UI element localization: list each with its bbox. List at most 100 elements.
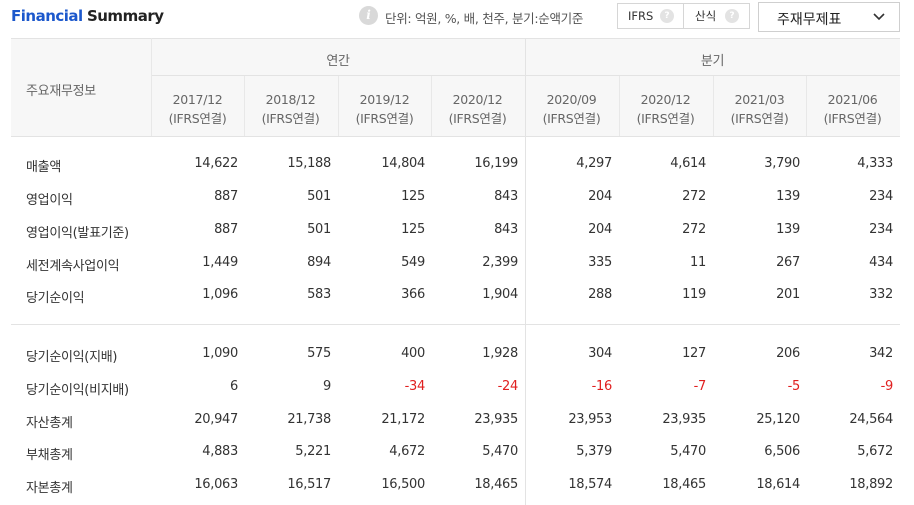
info-icon[interactable]: i <box>359 6 378 25</box>
value-cell: 4,883 <box>202 444 238 459</box>
group-header-annual: 연간 <box>326 54 350 69</box>
value-cell: 234 <box>869 222 893 237</box>
period-date: 2021/03 <box>734 92 785 107</box>
value-cell: 119 <box>682 287 706 302</box>
period-basis: (IFRS연결) <box>823 111 882 126</box>
period-date: 2018/12 <box>265 92 316 107</box>
value-cell: 23,935 <box>474 412 518 427</box>
row-label: 부채총계 <box>26 448 73 463</box>
row-label: 당기순이익(비지배) <box>26 383 129 398</box>
toggle-ifrs-label: IFRS <box>628 9 654 23</box>
value-cell: 887 <box>214 222 238 237</box>
period-header: 2018/12 (IFRS연결) <box>244 90 337 128</box>
value-cell: 201 <box>776 287 800 302</box>
period-basis: (IFRS연결) <box>636 111 695 126</box>
period-header: 2021/06 (IFRS연결) <box>806 90 899 128</box>
toggle-formula[interactable]: 산식 ? <box>684 4 749 28</box>
toggle-formula-label: 산식 <box>695 9 717 23</box>
value-cell: 4,614 <box>670 156 706 171</box>
value-cell: 4,333 <box>857 156 893 171</box>
divider <box>11 324 900 325</box>
period-basis: (IFRS연결) <box>168 111 227 126</box>
value-cell: 139 <box>776 222 800 237</box>
value-cell: 894 <box>307 255 331 270</box>
divider <box>11 38 900 39</box>
value-cell: 24,564 <box>849 412 893 427</box>
row-label: 자산총계 <box>26 416 73 431</box>
value-cell: 501 <box>307 189 331 204</box>
period-basis: (IFRS연결) <box>448 111 507 126</box>
value-cell: 18,892 <box>849 477 893 492</box>
row-label: 영업이익 <box>26 193 73 208</box>
row-label: 자본총계 <box>26 481 73 496</box>
financial-summary-table: 주요재무정보 연간 분기 2017/12 (IFRS연결) 2018/12 (IFRS… <box>11 38 900 505</box>
value-cell: 366 <box>401 287 425 302</box>
help-icon[interactable]: ? <box>725 9 739 23</box>
value-cell: 23,935 <box>662 412 706 427</box>
table-header-background <box>11 38 900 136</box>
value-cell: -34 <box>404 379 426 394</box>
period-header: 2019/12 (IFRS연결) <box>338 90 431 128</box>
value-cell: 843 <box>494 189 518 204</box>
period-basis: (IFRS연결) <box>355 111 414 126</box>
value-cell: 125 <box>401 189 425 204</box>
value-cell: 335 <box>588 255 612 270</box>
value-cell: 5,470 <box>670 444 706 459</box>
period-date: 2017/12 <box>172 92 223 107</box>
divider <box>713 76 714 136</box>
value-cell: 18,465 <box>474 477 518 492</box>
value-cell: 2,399 <box>482 255 518 270</box>
value-cell: 5,470 <box>482 444 518 459</box>
value-cell: 139 <box>776 189 800 204</box>
period-basis: (IFRS연결) <box>261 111 320 126</box>
value-cell: 1,928 <box>482 346 518 361</box>
divider <box>244 76 245 136</box>
value-cell: 583 <box>307 287 331 302</box>
value-cell: -5 <box>787 379 801 394</box>
toggle-ifrs[interactable]: IFRS ? <box>618 4 684 28</box>
value-cell: 16,199 <box>474 156 518 171</box>
value-cell: 21,172 <box>381 412 425 427</box>
value-cell: 16,500 <box>381 477 425 492</box>
value-cell: 23,953 <box>568 412 612 427</box>
value-cell: 204 <box>588 189 612 204</box>
value-cell: 3,790 <box>764 156 800 171</box>
value-cell: 304 <box>588 346 612 361</box>
value-cell: 127 <box>682 346 706 361</box>
value-cell: 16,517 <box>287 477 331 492</box>
value-cell: -7 <box>693 379 707 394</box>
value-cell: 9 <box>323 379 331 394</box>
title-financial: Financial <box>11 7 83 25</box>
divider <box>431 76 432 136</box>
value-cell: 18,614 <box>756 477 800 492</box>
value-cell: 5,379 <box>576 444 612 459</box>
corner-label: 주요재무정보 <box>26 84 96 99</box>
value-cell: 501 <box>307 222 331 237</box>
value-cell: 14,622 <box>194 156 238 171</box>
value-cell: 234 <box>869 189 893 204</box>
period-date: 2020/12 <box>640 92 691 107</box>
value-cell: 21,738 <box>287 412 331 427</box>
summary-toolbar: Financial Summary i 단위: 억원, %, 배, 천주, 분기… <box>0 0 914 34</box>
value-cell: 15,188 <box>287 156 331 171</box>
unit-description: 단위: 억원, %, 배, 천주, 분기:순액기준 <box>385 11 584 26</box>
value-cell: 125 <box>401 222 425 237</box>
statement-type-select[interactable]: 주재무제표 <box>758 2 900 32</box>
period-header: 2017/12 (IFRS연결) <box>151 90 244 128</box>
value-cell: 1,090 <box>202 346 238 361</box>
period-header: 2021/03 (IFRS연결) <box>713 90 806 128</box>
value-cell: 18,465 <box>662 477 706 492</box>
help-icon[interactable]: ? <box>660 9 674 23</box>
value-cell: 288 <box>588 287 612 302</box>
period-basis: (IFRS연결) <box>730 111 789 126</box>
value-cell: -16 <box>591 379 613 394</box>
value-cell: 16,063 <box>194 477 238 492</box>
chevron-down-icon <box>873 13 885 21</box>
value-cell: 267 <box>776 255 800 270</box>
title-summary: Summary <box>86 7 164 25</box>
value-cell: 6,506 <box>764 444 800 459</box>
value-cell: 400 <box>401 346 425 361</box>
divider <box>151 38 152 136</box>
value-cell: 332 <box>869 287 893 302</box>
period-basis: (IFRS연결) <box>542 111 601 126</box>
